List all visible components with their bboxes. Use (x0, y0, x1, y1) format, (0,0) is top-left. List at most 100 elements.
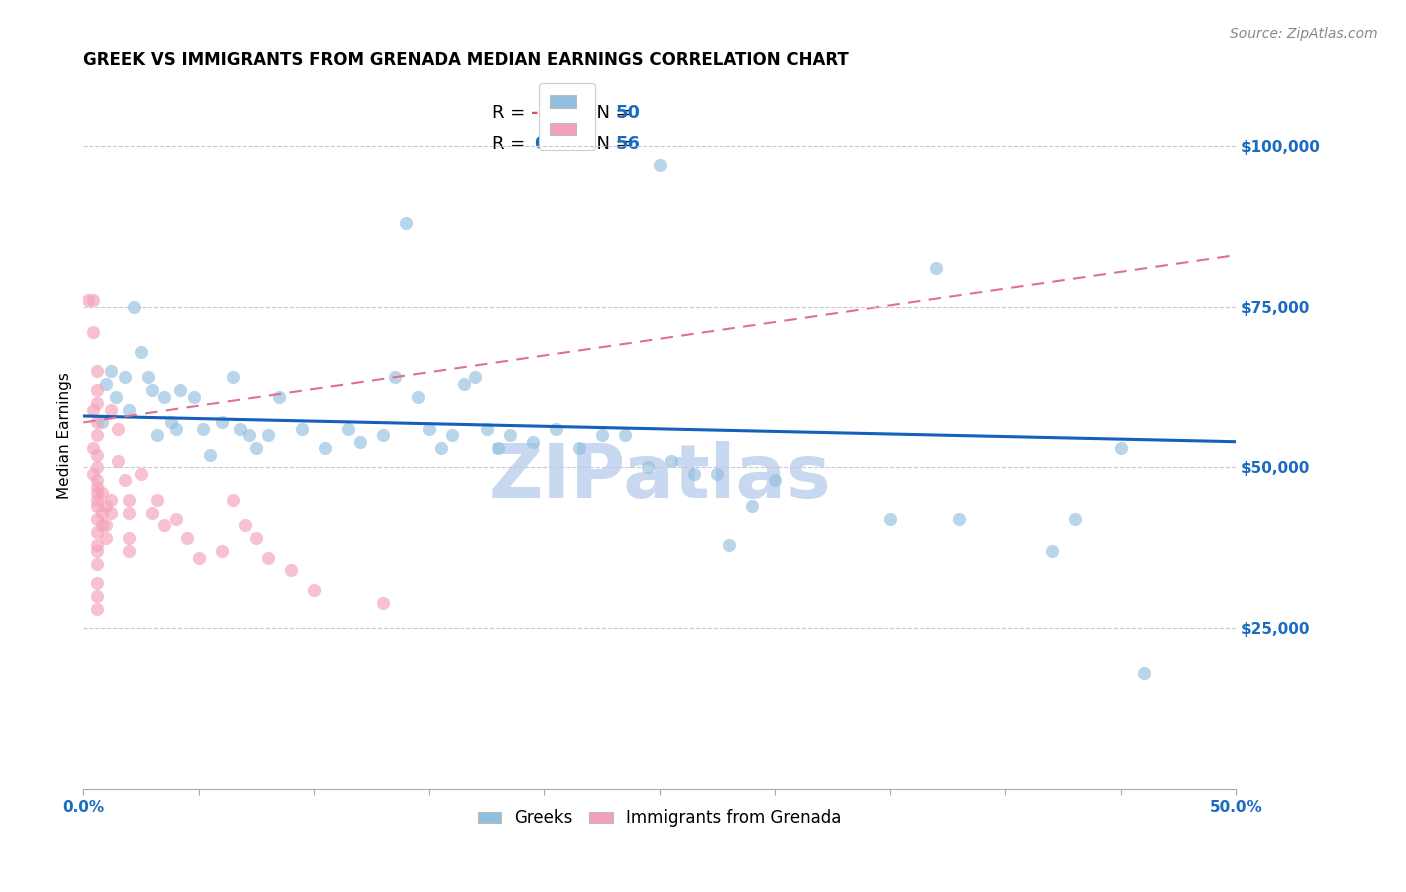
Point (183, 390, 205, 404)
Point (146, 428, 169, 442)
Point (1109, 441, 1132, 455)
Point (118, 402, 141, 417)
Text: 50: 50 (616, 104, 641, 122)
Point (86, 538, 108, 552)
Point (211, 416, 233, 430)
Text: R =: R = (492, 135, 537, 153)
Point (486, 441, 509, 455)
Point (86, 480, 108, 494)
Point (193, 422, 215, 436)
Point (86, 383, 108, 397)
Point (86, 499, 108, 513)
Point (82, 467, 104, 481)
Point (337, 422, 360, 436)
Point (118, 492, 141, 507)
Point (291, 422, 314, 436)
Point (86, 396, 108, 410)
Point (86, 448, 108, 462)
Point (100, 402, 122, 417)
Point (86, 602, 108, 616)
Point (418, 422, 440, 436)
Point (591, 428, 613, 442)
Point (114, 370, 136, 384)
Point (741, 499, 763, 513)
Point (659, 454, 682, 468)
Point (146, 492, 169, 507)
Text: GREEK VS IMMIGRANTS FROM GRENADA MEDIAN EARNINGS CORRELATION CHART: GREEK VS IMMIGRANTS FROM GRENADA MEDIAN … (83, 51, 849, 69)
Point (100, 364, 122, 378)
Point (280, 563, 302, 577)
Point (129, 344, 152, 359)
Point (429, 441, 451, 455)
Legend: Greeks, Immigrants from Grenada: Greeks, Immigrants from Grenada (471, 803, 848, 834)
Point (948, 512, 970, 526)
Point (86, 492, 108, 507)
Point (100, 506, 122, 520)
Point (86, 486, 108, 500)
Point (86, 512, 108, 526)
Point (1132, 666, 1154, 681)
Point (118, 531, 141, 545)
Point (706, 467, 728, 481)
Point (395, 216, 418, 230)
Point (82, 326, 104, 340)
Point (141, 383, 163, 397)
Point (384, 370, 406, 384)
Point (118, 544, 141, 558)
Point (637, 460, 659, 475)
Point (96, 518, 118, 533)
Point (96, 376, 118, 391)
Y-axis label: Median Earnings: Median Earnings (58, 372, 72, 499)
Point (77, 293, 100, 307)
Point (499, 428, 522, 442)
Point (302, 582, 325, 597)
Point (1063, 512, 1085, 526)
Point (648, 158, 671, 172)
Text: N =: N = (585, 104, 636, 122)
Point (86, 524, 108, 539)
Point (187, 550, 209, 565)
Point (86, 416, 108, 430)
Point (90, 416, 112, 430)
Text: 56: 56 (616, 135, 641, 153)
Point (222, 370, 245, 384)
Point (86, 557, 108, 571)
Point (256, 428, 278, 442)
Point (160, 416, 183, 430)
Point (86, 576, 108, 591)
Point (453, 376, 475, 391)
Text: -0.075: -0.075 (530, 104, 595, 122)
Point (96, 499, 118, 513)
Point (107, 422, 129, 436)
Point (165, 512, 187, 526)
Point (165, 422, 187, 436)
Point (614, 428, 637, 442)
Point (96, 531, 118, 545)
Point (211, 544, 233, 558)
Point (1040, 544, 1063, 558)
Point (198, 448, 221, 462)
Point (153, 518, 176, 533)
Point (118, 506, 141, 520)
Point (371, 428, 394, 442)
Point (349, 434, 371, 449)
Point (86, 428, 108, 442)
Point (82, 402, 104, 417)
Point (522, 434, 544, 449)
Point (90, 506, 112, 520)
Point (717, 538, 740, 552)
Text: N =: N = (585, 135, 636, 153)
Point (86, 460, 108, 475)
Point (82, 441, 104, 455)
Point (568, 441, 591, 455)
Point (464, 370, 486, 384)
Point (245, 441, 267, 455)
Point (683, 467, 706, 481)
Point (256, 550, 278, 565)
Point (544, 422, 567, 436)
Point (245, 531, 267, 545)
Point (86, 544, 108, 558)
Point (122, 300, 145, 314)
Point (86, 473, 108, 487)
Point (90, 486, 112, 500)
